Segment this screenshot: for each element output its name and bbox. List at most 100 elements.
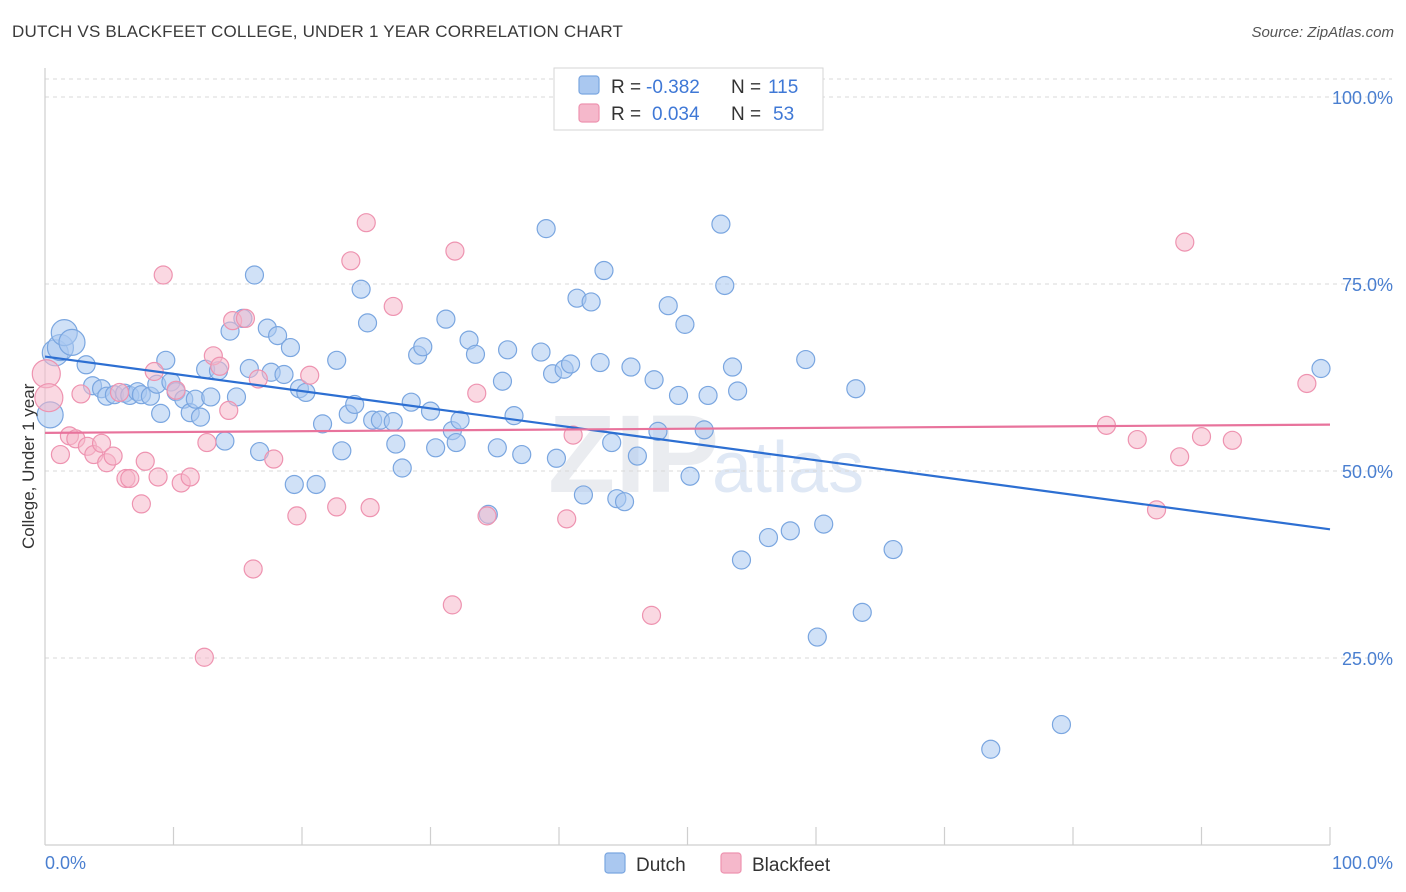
blackfeet-point — [264, 449, 284, 469]
dutch-point — [332, 441, 352, 461]
dutch-point — [492, 371, 513, 391]
blackfeet-trend-line — [44, 423, 1331, 434]
dutch-point — [668, 385, 689, 406]
blackfeet-point — [148, 467, 168, 487]
blackfeet-point — [91, 433, 112, 453]
legend-n-value-dutch: 115 — [768, 77, 798, 98]
dutch-point — [267, 326, 288, 346]
blackfeet-point — [1170, 447, 1190, 467]
dutch-point — [504, 406, 524, 426]
blackfeet-point — [1297, 373, 1317, 394]
dutch-point — [1311, 358, 1331, 379]
dutch-point — [573, 485, 594, 505]
dutch-point — [731, 550, 752, 570]
dutch-point — [357, 313, 378, 333]
dutch-point — [602, 432, 622, 453]
dutch-point — [852, 602, 872, 622]
dutch-point — [694, 420, 714, 440]
y-tick-label: 75.0% — [1342, 275, 1393, 295]
blackfeet-point — [641, 605, 662, 625]
dutch-point — [581, 292, 601, 312]
blackfeet-point — [1222, 430, 1242, 450]
blackfeet-point — [248, 369, 268, 389]
legend-r-label-dutch: R = — [611, 77, 641, 98]
blackfeet-point — [243, 559, 263, 579]
dutch-point — [814, 514, 834, 534]
dutch-point — [846, 379, 866, 399]
legend-r-value-blackfeet: 0.034 — [652, 104, 700, 125]
legend-n-label-dutch: N = — [731, 77, 761, 98]
blackfeet-point — [103, 446, 123, 466]
blackfeet-point — [1191, 426, 1212, 447]
blackfeet-point — [235, 308, 256, 329]
y-tick-label: 25.0% — [1342, 649, 1393, 669]
dutch-point — [58, 328, 86, 356]
dutch-point — [351, 279, 371, 299]
blackfeet-point — [383, 296, 403, 317]
dutch-point — [446, 432, 466, 453]
chart-source: Source: ZipAtlas.com — [1251, 24, 1394, 41]
legend-swatch-blackfeet — [578, 103, 600, 123]
dutch-point — [274, 364, 294, 385]
dutch-point — [201, 387, 221, 407]
dutch-point — [981, 739, 1001, 759]
blackfeet-point — [442, 595, 462, 615]
blackfeet-point — [219, 400, 239, 421]
blackfeet-point — [131, 494, 151, 514]
dutch-point — [780, 521, 800, 541]
blackfeet-point — [210, 356, 230, 376]
x-tick-label: 0.0% — [45, 853, 86, 873]
dutch-point — [386, 434, 406, 454]
dutch-point — [1051, 714, 1072, 735]
dutch-point — [244, 265, 265, 285]
data-points — [31, 213, 1331, 759]
dutch-point — [426, 438, 446, 458]
blackfeet-point — [356, 213, 376, 233]
dutch-point — [420, 401, 441, 421]
dutch-point — [487, 438, 507, 458]
blackfeet-point — [360, 498, 380, 518]
dutch-point — [590, 352, 610, 373]
y-axis-label: College, Under 1 year — [19, 383, 38, 549]
y-tick-label: 50.0% — [1342, 462, 1393, 482]
legend-r-label-blackfeet: R = — [611, 104, 641, 125]
blackfeet-point — [467, 383, 487, 403]
dutch-point — [280, 337, 301, 358]
dutch-point — [512, 444, 532, 465]
dutch-point — [758, 527, 779, 548]
dutch-point — [76, 355, 96, 375]
dutch-point — [465, 344, 486, 364]
dutch-trend-line — [44, 355, 1331, 531]
blackfeet-point — [194, 647, 214, 667]
blackfeet-point — [1127, 429, 1147, 450]
dutch-point — [413, 337, 433, 357]
x-tick-label: 100.0% — [1332, 853, 1393, 873]
dutch-point — [614, 492, 635, 512]
dutch-point — [306, 474, 326, 495]
blackfeet-point — [180, 467, 200, 487]
blackfeet-point — [153, 265, 173, 285]
bottom-legend-swatch-blackfeet — [720, 852, 742, 874]
dutch-point — [698, 385, 718, 406]
dutch-point — [546, 448, 567, 468]
blackfeet-point — [109, 382, 130, 403]
axes — [44, 68, 1331, 846]
dutch-point — [531, 342, 551, 362]
dutch-point — [722, 357, 743, 377]
dutch-point — [648, 421, 668, 441]
blackfeet-point — [166, 380, 186, 400]
dutch-point — [621, 357, 641, 377]
dutch-point — [627, 446, 647, 466]
dutch-point — [327, 350, 347, 370]
bottom-legend-dutch: Dutch — [636, 855, 686, 876]
dutch-point — [284, 474, 304, 495]
dutch-point — [312, 414, 333, 434]
dutch-point — [190, 407, 211, 427]
blackfeet-point — [197, 432, 217, 453]
chart-title: DUTCH VS BLACKFEET COLLEGE, UNDER 1 YEAR… — [12, 22, 624, 41]
blackfeet-point — [341, 251, 361, 271]
dutch-point — [392, 458, 412, 478]
blackfeet-point — [135, 451, 155, 471]
blackfeet-point — [71, 384, 91, 404]
